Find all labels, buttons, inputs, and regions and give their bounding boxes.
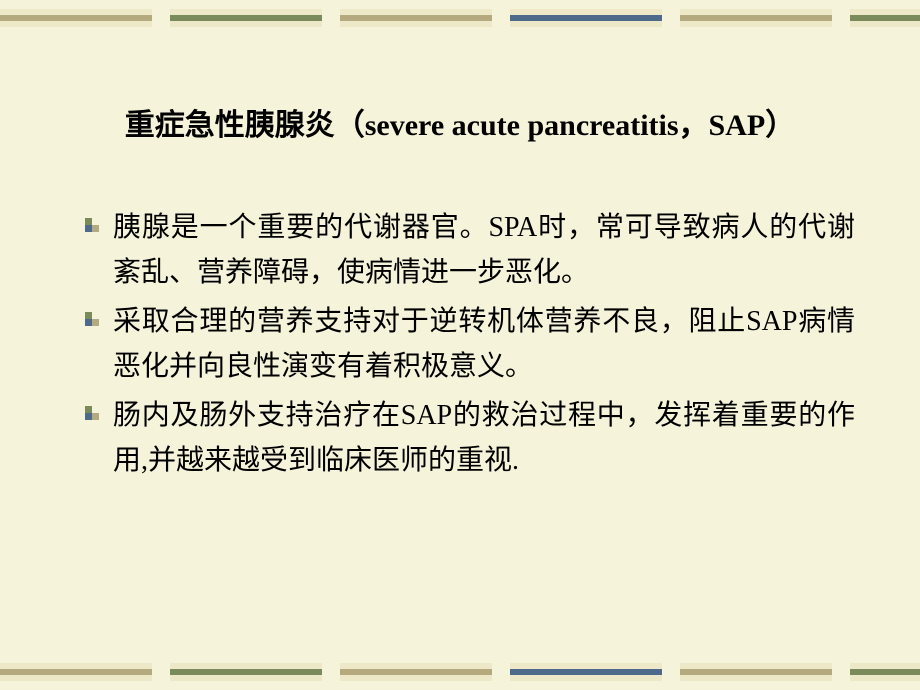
bullet-icon [85,312,99,326]
bullet-text: 肠内及肠外支持治疗在SAP的救治过程中，发挥着重要的作用,并越来越受到临床医师的… [113,393,855,483]
bullet-text: 采取合理的营养支持对于逆转机体营养不良，阻止SAP病情恶化并向良性演变有着积极意… [113,299,855,389]
list-item: 肠内及肠外支持治疗在SAP的救治过程中，发挥着重要的作用,并越来越受到临床医师的… [85,393,855,483]
bullet-icon [85,406,99,420]
bullet-text: 胰腺是一个重要的代谢器官。SPA时，常可导致病人的代谢紊乱、营养障碍，使病情进一… [113,205,855,295]
list-item: 胰腺是一个重要的代谢器官。SPA时，常可导致病人的代谢紊乱、营养障碍，使病情进一… [85,205,855,295]
list-item: 采取合理的营养支持对于逆转机体营养不良，阻止SAP病情恶化并向良性演变有着积极意… [85,299,855,389]
decorative-border-top [0,0,920,36]
decorative-border-bottom [0,654,920,690]
slide-body: 胰腺是一个重要的代谢器官。SPA时，常可导致病人的代谢紊乱、营养障碍，使病情进一… [85,205,855,487]
bullet-icon [85,218,99,232]
slide-title: 重症急性胰腺炎（severe acute pancreatitis，SAP） [0,100,920,144]
